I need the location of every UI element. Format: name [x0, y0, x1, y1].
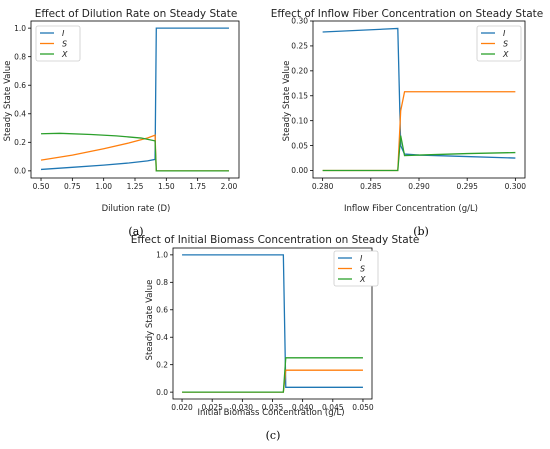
panel-a-xtick-label: 1.00 — [95, 182, 112, 191]
panel-c-ytick-label: 1.0 — [156, 251, 168, 260]
panel-c-series-s-line — [182, 369, 363, 393]
panel-a-xtick-label: 1.75 — [189, 182, 206, 191]
panel-b-ytick-label: 0.25 — [291, 42, 308, 51]
panel-b-series-s-line — [322, 91, 516, 172]
panel-c-ylabel: Steady State Value — [145, 280, 155, 361]
panel-c: Effect of Initial Biomass Concentration … — [131, 234, 420, 442]
panel-c-xtick-label: 0.035 — [262, 403, 284, 412]
panel-a-legend-label-x: X — [61, 50, 68, 59]
panel-c-legend-box — [333, 250, 379, 287]
panel-a-xtick-label: 0.75 — [64, 182, 81, 191]
panel-a-caption: (a) — [128, 225, 143, 238]
panel-b-caption: (b) — [413, 225, 429, 238]
panel-c-ytick-label: 0.8 — [156, 278, 168, 287]
panel-c-ytick-label: 0.0 — [156, 388, 168, 397]
panel-c-xtick-label: 0.025 — [201, 403, 223, 412]
panel-c-title: Effect of Initial Biomass Concentration … — [131, 234, 420, 246]
panel-a-series-i-line — [40, 27, 229, 171]
panel-c-xtick-label: 0.050 — [352, 403, 374, 412]
panel-c-legend-label-x: X — [359, 275, 366, 284]
panel-b-xtick-label: 0.300 — [505, 182, 527, 191]
panel-b-ytick-label: 0.20 — [291, 67, 308, 76]
panel-b-legend-label-x: X — [502, 50, 509, 59]
panel-a-xtick-label: 1.50 — [158, 182, 175, 191]
panel-c-caption: (c) — [266, 429, 281, 442]
panel-b: Effect of Inflow Fiber Concentration on … — [271, 8, 543, 238]
panel-a-ytick-label: 0.0 — [14, 167, 26, 176]
panel-b-xtick-label: 0.285 — [360, 182, 382, 191]
panel-c-xtick-label: 0.030 — [232, 403, 254, 412]
panel-a-ytick-label: 1.0 — [14, 24, 26, 33]
panel-a-legend-label-i: I — [62, 29, 65, 38]
panel-c-legend-label-s: S — [360, 265, 365, 274]
panel-a-ytick-label: 0.4 — [14, 109, 26, 118]
panel-b-ytick-label: 0.05 — [291, 141, 308, 150]
panel-a-xtick-label: 0.50 — [33, 182, 50, 191]
panel-b-ytick-label: 0.10 — [291, 116, 308, 125]
panel-b-xtick-label: 0.290 — [408, 182, 430, 191]
panel-c-legend: ISX — [333, 250, 379, 287]
panel-a-series-x-line — [41, 132, 229, 172]
panel-c-xlabel: Initial Biomass Concentration (g/L) — [197, 408, 344, 418]
panel-a-ytick-label: 0.2 — [14, 138, 26, 147]
panel-a: Effect of Dilution Rate on Steady State … — [3, 8, 240, 238]
panel-a-ytick-label: 0.6 — [14, 81, 26, 90]
panel-b-legend: ISX — [476, 25, 522, 62]
panel-b-ytick-label: 0.30 — [291, 17, 308, 26]
panel-b-ylabel: Steady State Value — [282, 61, 292, 142]
panel-a-ylabel: Steady State Value — [3, 61, 13, 142]
panel-c-ytick-label: 0.2 — [156, 360, 168, 369]
panel-c-legend-label-i: I — [360, 254, 363, 263]
panel-b-ytick-label: 0.15 — [291, 91, 308, 100]
panel-b-xtick-label: 0.280 — [312, 182, 334, 191]
panel-a-ytick-label: 0.8 — [14, 52, 26, 61]
panel-b-ytick-label: 0.00 — [291, 166, 308, 175]
panel-c-ytick-label: 0.6 — [156, 305, 168, 314]
panel-a-xlabel: Dilution rate (D) — [102, 204, 171, 214]
panel-a-series-s-line — [40, 134, 229, 172]
panel-c-xtick-label: 0.020 — [171, 403, 193, 412]
panel-c-ytick-label: 0.4 — [156, 333, 168, 342]
panel-c-series-x-line — [182, 357, 363, 393]
panel-a-title: Effect of Dilution Rate on Steady State — [35, 8, 238, 20]
panel-b-legend-label-s: S — [503, 40, 508, 49]
panel-a-legend-box — [35, 25, 81, 62]
panel-c-series-i-line — [182, 254, 363, 388]
panel-b-xtick-label: 0.295 — [456, 182, 478, 191]
panel-a-xtick-label: 2.00 — [221, 182, 238, 191]
panel-c-xtick-label: 0.045 — [322, 403, 344, 412]
panel-a-legend-label-s: S — [62, 40, 67, 49]
panel-b-xlabel: Inflow Fiber Concentration (g/L) — [344, 204, 478, 214]
panel-b-series-x-line — [322, 135, 516, 172]
panel-a-xtick-label: 1.25 — [127, 182, 144, 191]
panel-b-legend-label-i: I — [503, 29, 506, 38]
panel-a-legend: ISX — [35, 25, 81, 62]
panel-c-xtick-label: 0.040 — [292, 403, 314, 412]
panel-b-title: Effect of Inflow Fiber Concentration on … — [271, 8, 543, 20]
panel-b-legend-box — [476, 25, 522, 62]
